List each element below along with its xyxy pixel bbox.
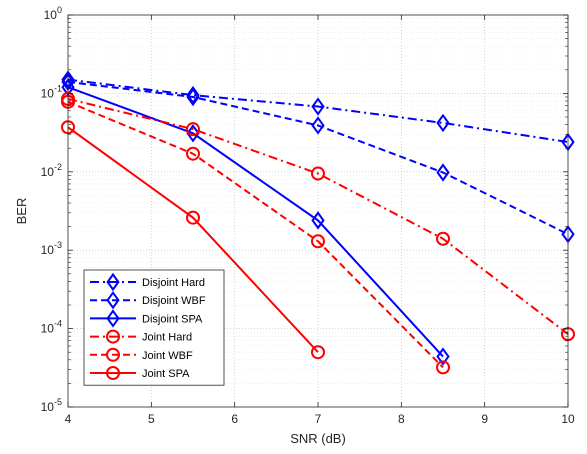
series-line	[67, 97, 569, 335]
data-point	[186, 85, 200, 105]
y-tick-label: 10-4	[41, 319, 62, 336]
x-tick-label: 10	[561, 412, 575, 426]
data-point	[311, 97, 325, 116]
data-point	[436, 113, 450, 133]
y-tick-label: 100	[44, 5, 62, 22]
legend-marker	[106, 290, 120, 310]
data-point	[186, 87, 200, 107]
series-line	[67, 126, 319, 353]
data-point	[186, 146, 200, 161]
x-tick-label: 8	[398, 412, 405, 426]
data-point	[311, 116, 325, 135]
legend-entry: Joint WBF	[142, 350, 193, 362]
legend-marker	[106, 347, 120, 362]
x-tick-label: 4	[65, 412, 72, 426]
data-point	[186, 210, 200, 225]
data-point	[436, 231, 450, 246]
data-point	[311, 166, 325, 181]
data-point	[311, 234, 325, 249]
series-line	[67, 86, 444, 358]
y-tick-label: 10-3	[41, 240, 62, 257]
legend-marker	[106, 309, 120, 328]
legend: Disjoint Hard Disjoint WBF Disjoint SPA Joi…	[83, 269, 225, 386]
data-point	[436, 347, 450, 366]
series-line	[67, 100, 444, 369]
x-tick-label: 5	[148, 412, 155, 426]
legend-entry: Joint Hard	[142, 332, 192, 344]
data-point	[311, 345, 325, 360]
data-point	[186, 124, 200, 143]
x-tick-label: 7	[315, 412, 322, 426]
data-point	[436, 163, 450, 182]
data-point	[436, 360, 450, 375]
legend-entry: Disjoint Hard	[142, 277, 205, 289]
y-axis-label: BER	[14, 198, 29, 225]
data-point	[186, 122, 200, 137]
legend-marker	[106, 366, 120, 380]
x-tick-label: 6	[231, 412, 238, 426]
legend-entry: Disjoint SPA	[142, 313, 203, 325]
y-tick-label: 10-1	[41, 83, 62, 100]
legend-entry: Disjoint WBF	[142, 295, 206, 307]
series-line	[67, 78, 569, 143]
ticks: 4 5 6 7 8 9 10 10-5 10-4 10-3 10-2 10-1 100	[41, 5, 575, 426]
y-tick-label: 10-2	[41, 162, 62, 179]
legend-marker	[106, 272, 120, 292]
x-tick-label: 9	[481, 412, 488, 426]
legend-entry: Joint SPA	[142, 368, 190, 380]
legend-box	[83, 269, 225, 386]
y-tick-label: 10-5	[41, 397, 62, 414]
x-axis-label: SNR (dB)	[290, 431, 346, 446]
series-line	[67, 80, 569, 236]
data-point	[311, 211, 325, 230]
legend-marker	[106, 329, 120, 344]
